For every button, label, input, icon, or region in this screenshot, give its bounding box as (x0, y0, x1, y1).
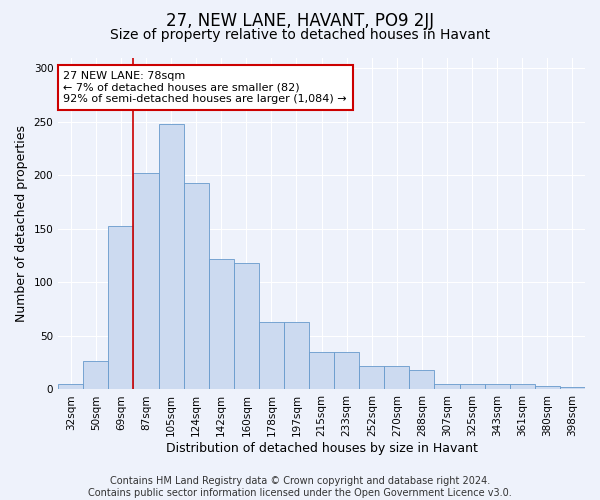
Bar (385, 366, 409, 390)
Bar (560, 388, 585, 390)
Text: Size of property relative to detached houses in Havant: Size of property relative to detached ho… (110, 28, 490, 42)
Bar (535, 386, 560, 390)
Text: 27 NEW LANE: 78sqm
← 7% of detached houses are smaller (82)
92% of semi-detached: 27 NEW LANE: 78sqm ← 7% of detached hous… (64, 71, 347, 104)
Bar (485, 384, 510, 390)
Bar (109, 226, 133, 390)
Bar (259, 322, 284, 390)
Bar (158, 124, 184, 390)
Bar (234, 263, 259, 390)
Y-axis label: Number of detached properties: Number of detached properties (15, 125, 28, 322)
Bar (83, 360, 109, 390)
Bar (284, 322, 309, 390)
Text: Contains HM Land Registry data © Crown copyright and database right 2024.
Contai: Contains HM Land Registry data © Crown c… (88, 476, 512, 498)
Bar (133, 173, 158, 390)
Bar (334, 352, 359, 390)
Bar (434, 384, 460, 390)
X-axis label: Distribution of detached houses by size in Havant: Distribution of detached houses by size … (166, 442, 478, 455)
Bar (359, 366, 385, 390)
Bar (309, 352, 334, 390)
Bar (409, 370, 434, 390)
Bar (209, 259, 234, 390)
Bar (58, 384, 83, 390)
Bar (460, 384, 485, 390)
Bar (510, 384, 535, 390)
Text: 27, NEW LANE, HAVANT, PO9 2JJ: 27, NEW LANE, HAVANT, PO9 2JJ (166, 12, 434, 30)
Bar (184, 183, 209, 390)
